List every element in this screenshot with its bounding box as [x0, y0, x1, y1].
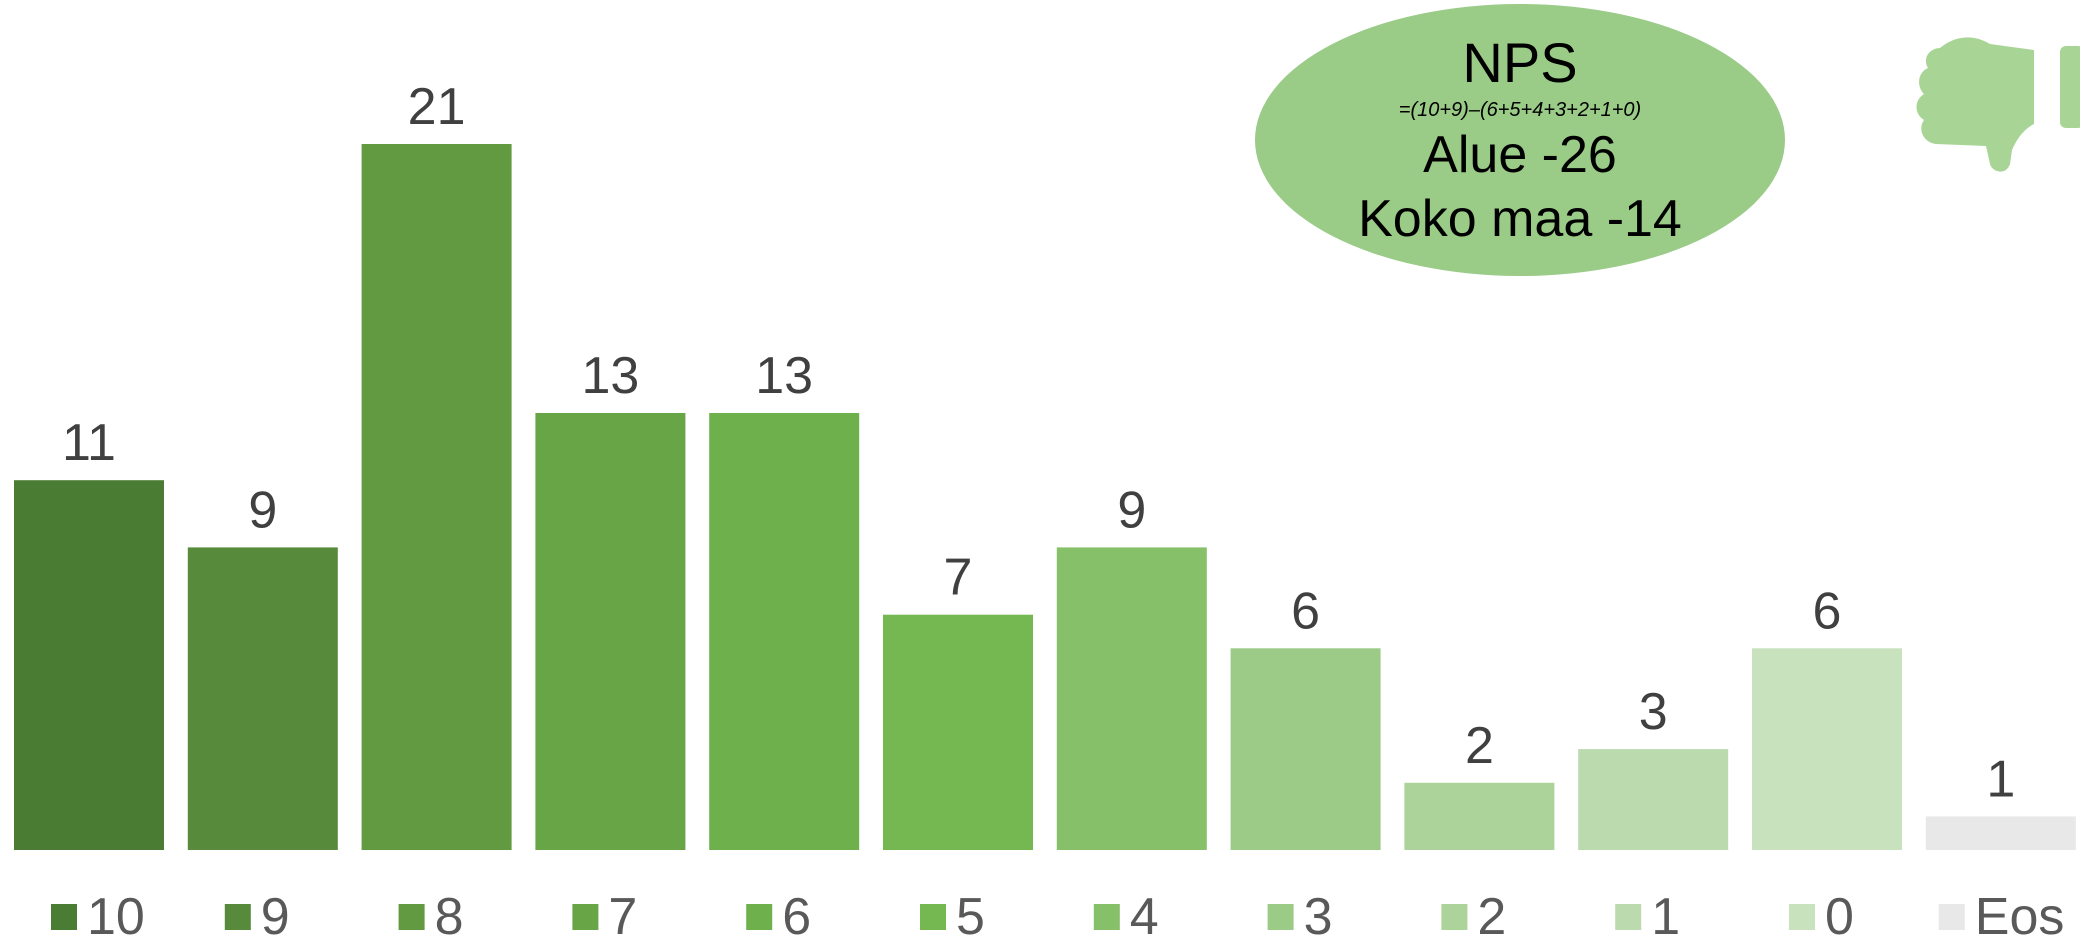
bar-7 [535, 413, 686, 850]
legend-swatch-9 [224, 904, 251, 930]
legend-label-4: 4 [1130, 888, 1159, 937]
legend-label-Eos: Eos [1975, 888, 2065, 937]
bar-3 [1230, 648, 1381, 850]
legend-swatch-10 [51, 904, 77, 930]
legend-label-1: 1 [1651, 888, 1680, 937]
bar-value-label: 6 [1291, 582, 1320, 640]
bar-Eos [1925, 816, 2076, 850]
nps-summary-box: NPS =(10+9)–(6+5+4+3+2+1+0) Alue -26 Kok… [1255, 4, 1785, 276]
legend-label-8: 8 [435, 888, 464, 937]
bar-2 [1404, 782, 1555, 850]
legend-label-5: 5 [956, 888, 985, 937]
bar-9 [187, 547, 338, 850]
bar-value-label: 11 [62, 414, 116, 472]
bar-value-label: 2 [1465, 717, 1494, 775]
legend-swatch-7 [572, 904, 599, 930]
bar-value-label: 7 [944, 549, 973, 607]
bar-value-label: 3 [1639, 683, 1668, 741]
legend-swatch-2 [1441, 904, 1468, 930]
legend-swatch-Eos [1938, 904, 1965, 930]
bar-labels-layer: 11 9 21 13 13 7 9 6 2 3 6 1 [62, 78, 2015, 808]
nps-title: NPS [1462, 31, 1577, 94]
legend-swatch-5 [920, 904, 946, 930]
bar-value-label: 1 [1986, 750, 2015, 808]
legend-label-7: 7 [608, 888, 637, 937]
legend-swatch-6 [746, 904, 773, 930]
legend-swatch-8 [398, 904, 425, 930]
bar-value-label: 13 [755, 347, 813, 405]
bar-8 [361, 144, 512, 850]
legend: 10 9 8 7 6 5 4 3 2 1 0 Eos [51, 888, 2064, 937]
bar-6 [709, 413, 860, 850]
bar-value-label: 9 [1117, 481, 1146, 539]
bar-4 [1056, 547, 1207, 850]
bar-5 [883, 614, 1033, 850]
bar-0 [1752, 648, 1902, 850]
nps-formula: =(10+9)–(6+5+4+3+2+1+0) [1399, 99, 1641, 121]
nps-koko-maa-value: Koko maa -14 [1358, 190, 1682, 248]
legend-label-3: 3 [1304, 888, 1333, 937]
thumbs-down-icon [1916, 37, 2080, 172]
legend-swatch-1 [1615, 904, 1642, 930]
legend-label-9: 9 [261, 888, 290, 937]
bar-value-label: 13 [581, 347, 639, 405]
bar-10 [14, 480, 164, 850]
legend-label-0: 0 [1825, 888, 1854, 937]
bar-value-label: 21 [408, 78, 466, 136]
bar-value-label: 6 [1813, 582, 1842, 640]
legend-swatch-0 [1789, 904, 1815, 930]
nps-alue-value: Alue -26 [1423, 126, 1617, 184]
legend-label-2: 2 [1477, 888, 1506, 937]
legend-label-10: 10 [87, 888, 145, 937]
bar-value-label: 9 [248, 481, 277, 539]
bar-1 [1578, 749, 1729, 850]
legend-swatch-3 [1267, 904, 1294, 930]
legend-swatch-4 [1093, 904, 1120, 930]
bars-layer [14, 144, 2076, 850]
nps-ellipse [1255, 4, 1785, 276]
legend-label-6: 6 [782, 888, 811, 937]
